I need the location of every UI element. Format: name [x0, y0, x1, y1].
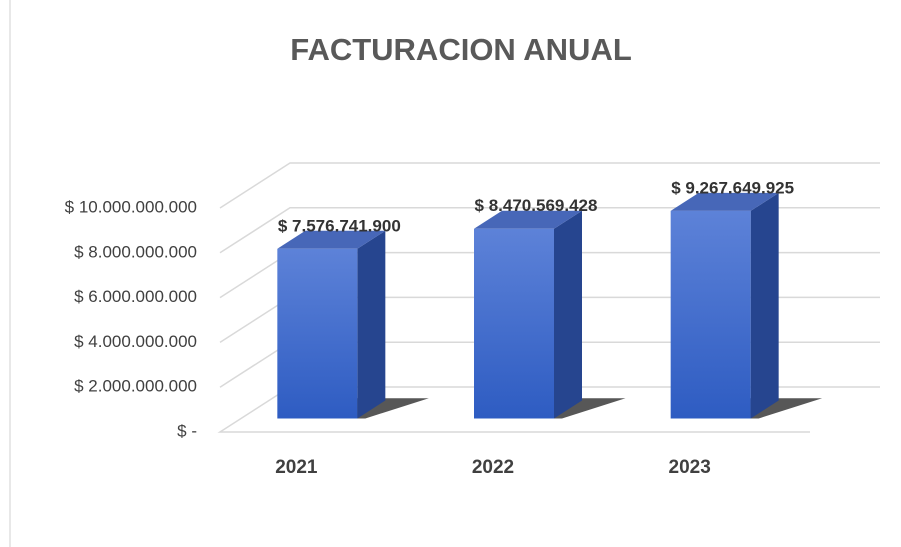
- bar-top: [670, 192, 779, 211]
- y-tick-label: $ 4.000.000.000: [74, 332, 197, 351]
- bar-front: [670, 210, 751, 419]
- bar-front: [474, 228, 554, 419]
- bar-top: [277, 230, 386, 249]
- bar-side: [554, 210, 582, 419]
- x-tick-label: 2021: [275, 457, 318, 478]
- y-tick-label: $ 6.000.000.000: [74, 287, 197, 306]
- x-tick-label: 2023: [669, 457, 711, 478]
- bar: [670, 192, 823, 419]
- value-label: $ 8.470.569.428: [475, 196, 598, 215]
- x-tick-label: 2022: [472, 457, 514, 478]
- bar: [474, 210, 626, 419]
- y-tick-label: $ -: [177, 421, 197, 440]
- y-tick-label: $ 10.000.000.000: [65, 197, 197, 216]
- grid-line: [219, 162, 880, 209]
- bar: [277, 230, 429, 419]
- chart-title: FACTURACION ANUAL: [290, 32, 632, 67]
- bar-front: [277, 248, 358, 419]
- bar-side: [750, 192, 779, 419]
- bar-side: [357, 230, 386, 419]
- value-label: $ 9.267.649.925: [671, 178, 794, 197]
- y-tick-label: $ 2.000.000.000: [74, 377, 197, 396]
- value-label: $ 7.576.741.900: [278, 216, 401, 235]
- grid-line: [217, 386, 880, 433]
- bar-top: [474, 210, 582, 229]
- y-tick-label: $ 8.000.000.000: [74, 242, 197, 261]
